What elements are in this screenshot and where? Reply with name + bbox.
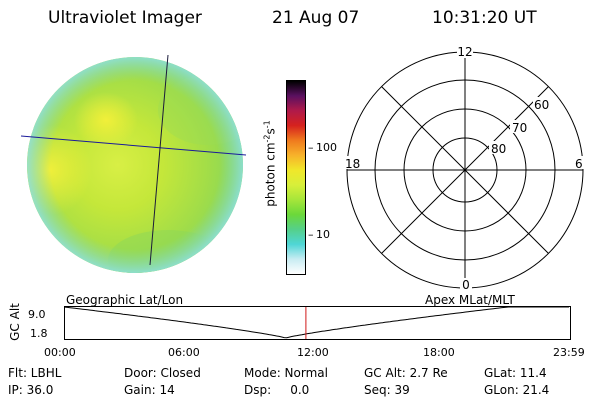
colorbar-unit-label: photon cm-2s-1 bbox=[262, 120, 278, 207]
mlt-label-12: 12 bbox=[457, 45, 472, 59]
mlt-label-6: 6 bbox=[575, 157, 583, 171]
lon-line bbox=[149, 54, 169, 266]
mlat-label-70: 70 bbox=[512, 121, 527, 135]
glon-status: GLon: 21.4 bbox=[484, 383, 550, 397]
geographic-caption: Geographic Lat/Lon bbox=[66, 293, 184, 307]
xtick-1800: 18:00 bbox=[423, 346, 455, 359]
xtick-1200: 12:00 bbox=[297, 346, 329, 359]
ip-status: IP: 36.0 bbox=[8, 383, 54, 397]
xtick-0600: 06:00 bbox=[168, 346, 200, 359]
gain-status: Gain: 14 bbox=[124, 383, 175, 397]
time-label: 10:31:20 UT bbox=[432, 8, 537, 28]
mlat-label-80: 80 bbox=[491, 142, 506, 156]
polar-grid: 12 0 18 6 60 70 80 bbox=[342, 45, 587, 292]
door-status: Door: Closed bbox=[124, 366, 201, 380]
mlat-label-60: 60 bbox=[534, 98, 549, 112]
colorbar-tick-10: 10 bbox=[316, 228, 330, 241]
colorbar-tick-100: 100 bbox=[316, 141, 337, 154]
filter-status: Flt: LBHL bbox=[8, 366, 62, 380]
xtick-0000: 00:00 bbox=[44, 346, 76, 359]
altplot-axis-title: GC Alt bbox=[8, 303, 22, 341]
glat-status: GLat: 11.4 bbox=[484, 366, 547, 380]
altplot-ytick-high: 9.0 bbox=[28, 308, 46, 321]
lat-line bbox=[20, 135, 247, 156]
xtick-2359: 23:59 bbox=[553, 346, 585, 359]
uv-earth-image bbox=[20, 54, 247, 273]
altitude-plot bbox=[64, 306, 571, 340]
date-label: 21 Aug 07 bbox=[272, 8, 360, 28]
mlt-label-18: 18 bbox=[345, 157, 360, 171]
mlt-label-0: 0 bbox=[462, 278, 470, 292]
altitude-curve bbox=[64, 306, 569, 339]
apex-caption: Apex MLat/MLT bbox=[425, 293, 515, 307]
altplot-ytick-low: 1.8 bbox=[30, 327, 48, 340]
gc-alt-status: GC Alt: 2.7 Re bbox=[364, 366, 448, 380]
mode-status: Mode: Normal bbox=[244, 366, 328, 380]
colorbar bbox=[286, 80, 306, 275]
dsp-status: Dsp: 0.0 bbox=[244, 383, 310, 397]
instrument-title: Ultraviolet Imager bbox=[48, 8, 202, 28]
seq-status: Seq: 39 bbox=[364, 383, 410, 397]
altplot-frame bbox=[64, 306, 571, 340]
